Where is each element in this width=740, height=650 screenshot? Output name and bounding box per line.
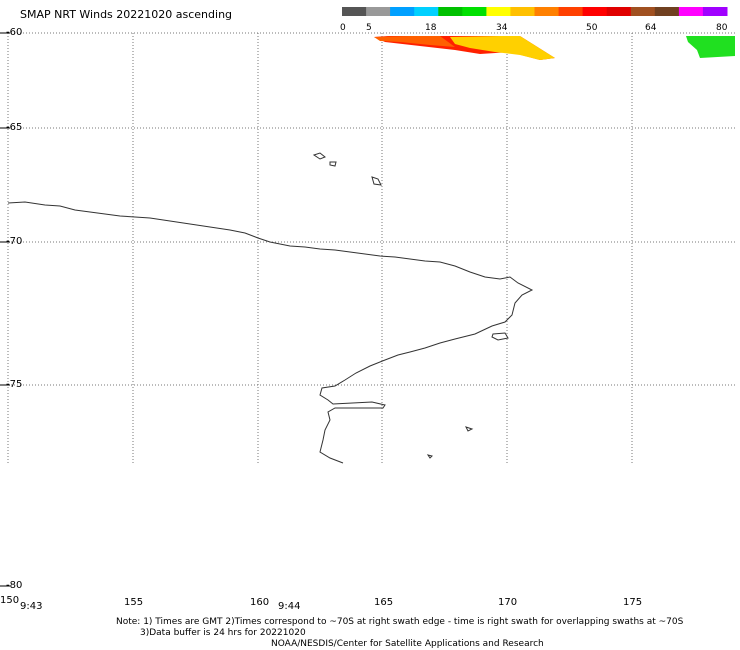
colorbar-swatch xyxy=(558,7,584,16)
lat-label-75: -75 xyxy=(6,379,23,390)
coastline-main xyxy=(7,201,534,464)
lat-ticks xyxy=(0,32,10,587)
colorbar-swatch xyxy=(366,7,391,16)
colorbar-swatch xyxy=(534,7,560,16)
colorbar-swatch xyxy=(438,7,463,16)
lat-label-60: -60 xyxy=(6,27,23,38)
map-title: SMAP NRT Winds 20221020 ascending xyxy=(20,8,233,21)
time-label-1: 9:43 xyxy=(20,601,43,612)
lon-label-165: 165 xyxy=(374,597,394,608)
colorbar-label-18: 18 xyxy=(425,23,437,33)
wind-swath-right xyxy=(686,36,735,58)
island-1 xyxy=(312,152,326,160)
lon-label-150: 150 xyxy=(0,595,20,606)
colorbar-swatch xyxy=(606,7,632,16)
note-line-1: Note: 1) Times are GMT 2)Times correspon… xyxy=(116,617,684,627)
colorbar-label-34: 34 xyxy=(496,23,508,33)
colorbar-label-64: 64 xyxy=(645,23,657,33)
lon-label-175: 175 xyxy=(623,597,643,608)
coastline-inlet xyxy=(491,332,509,341)
colorbar-swatch xyxy=(678,7,704,16)
wind-swaths xyxy=(374,36,735,60)
island-2 xyxy=(329,161,337,167)
colorbar-swatch xyxy=(654,7,680,16)
colorbar-swatch xyxy=(702,7,728,16)
island-5 xyxy=(426,454,433,459)
colorbar-label-50: 50 xyxy=(586,23,598,33)
colorbar-swatch xyxy=(342,7,367,16)
note-line-2: 3)Data buffer is 24 hrs for 20221020 xyxy=(140,628,306,638)
colorbar-swatch xyxy=(510,7,535,16)
antarctic-coastline xyxy=(7,152,534,464)
colorbar-swatch xyxy=(414,7,439,16)
time-label-2: 9:44 xyxy=(278,601,301,612)
colorbar-swatches xyxy=(342,7,728,16)
colorbar-swatch xyxy=(582,7,608,16)
lon-label-170: 170 xyxy=(498,597,518,608)
colorbar-label-80: 80 xyxy=(716,23,728,33)
wind-swath-main-mid xyxy=(374,36,455,47)
colorbar-swatch xyxy=(462,7,487,16)
lon-label-155: 155 xyxy=(124,597,144,608)
lat-label-80: -80 xyxy=(6,580,23,591)
wind-swath-main-high xyxy=(450,36,555,60)
island-3 xyxy=(371,176,382,186)
colorbar-swatch xyxy=(390,7,415,16)
note-line-3: NOAA/NESDIS/Center for Satellite Applica… xyxy=(271,639,544,649)
lon-label-160: 160 xyxy=(250,597,270,608)
colorbar-label-5: 5 xyxy=(366,23,372,33)
graticule xyxy=(7,32,735,465)
colorbar-label-0: 0 xyxy=(340,23,346,33)
colorbar-swatch xyxy=(486,7,511,16)
island-4 xyxy=(465,426,474,432)
lat-label-65: -65 xyxy=(6,122,23,133)
lat-label-70: -70 xyxy=(6,236,23,247)
colorbar-swatch xyxy=(630,7,656,16)
